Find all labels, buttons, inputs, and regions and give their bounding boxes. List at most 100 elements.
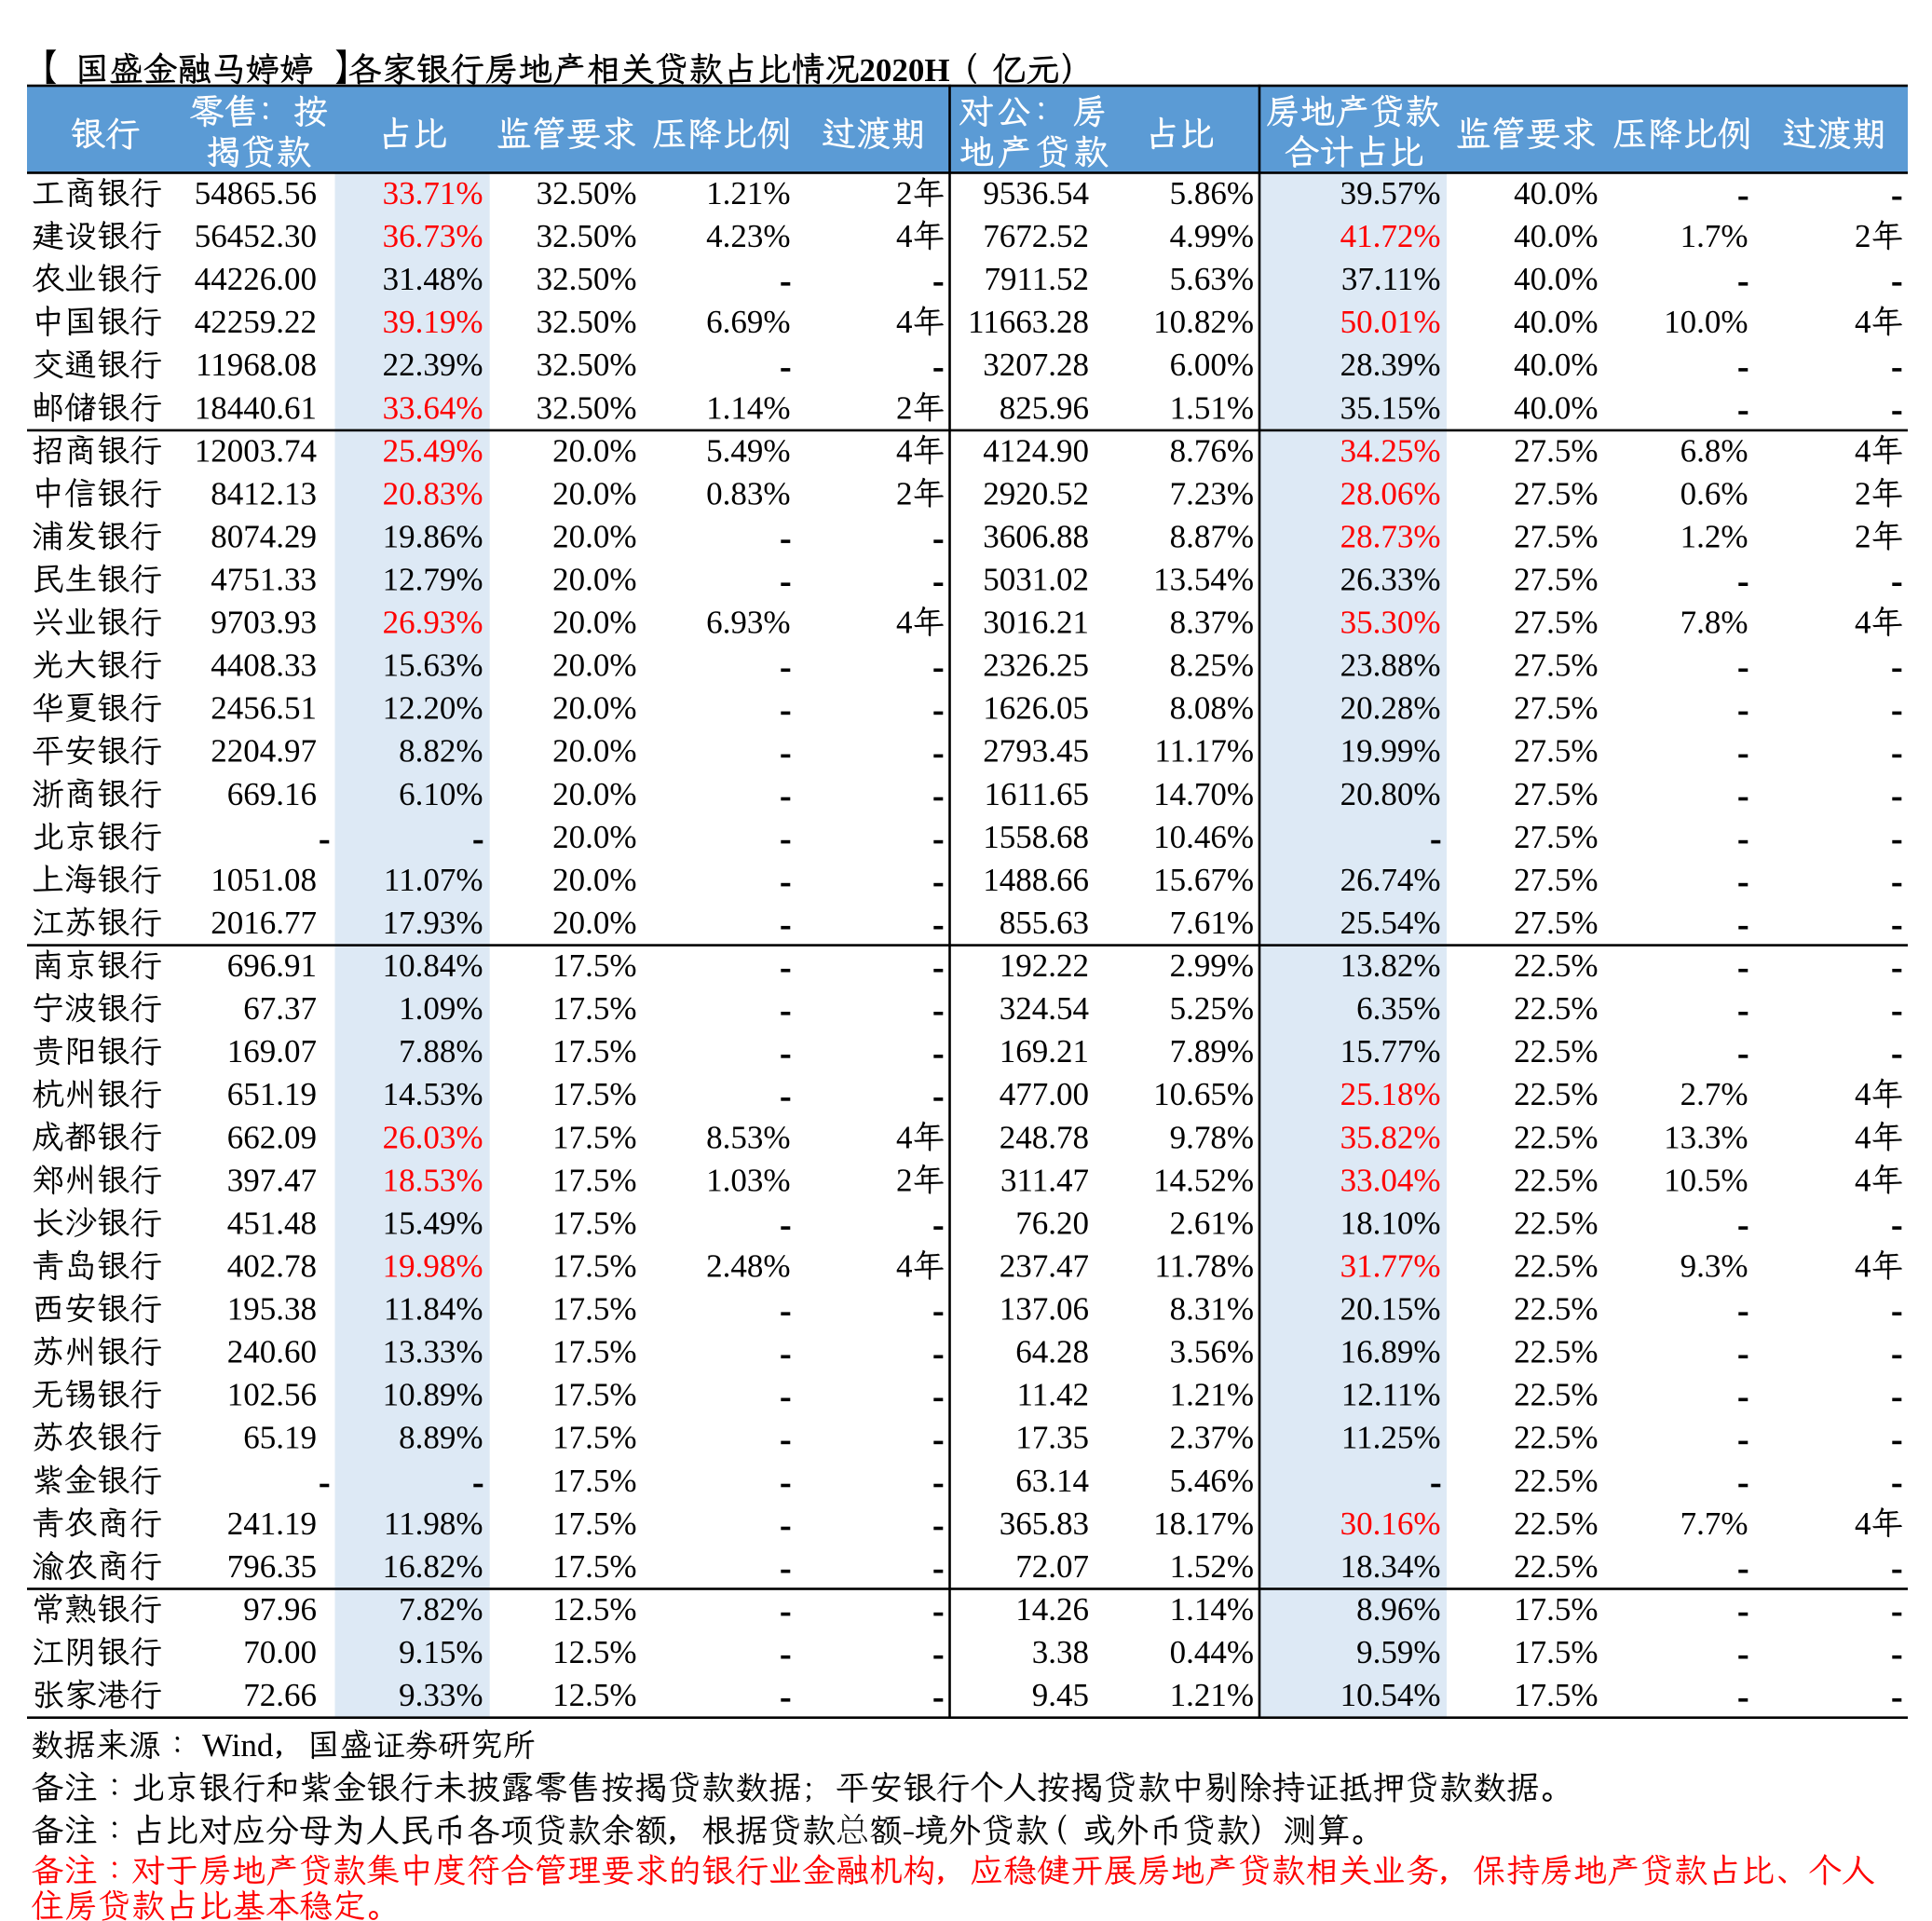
- svg-text:6.10%: 6.10%: [399, 776, 483, 812]
- svg-text:9.15%: 9.15%: [399, 1634, 483, 1670]
- svg-text:34.25%: 34.25%: [1340, 432, 1441, 469]
- svg-text:6.8%: 6.8%: [1680, 432, 1748, 469]
- svg-text:7.61%: 7.61%: [1170, 905, 1254, 941]
- svg-text:10.54%: 10.54%: [1340, 1677, 1441, 1713]
- svg-text:17.5%: 17.5%: [552, 1162, 636, 1198]
- svg-text:28.06%: 28.06%: [1340, 475, 1441, 511]
- svg-text:35.30%: 35.30%: [1340, 605, 1441, 641]
- svg-text:240.60: 240.60: [227, 1334, 317, 1370]
- svg-text:20.0%: 20.0%: [552, 819, 636, 855]
- svg-text:22.5%: 22.5%: [1514, 1119, 1598, 1155]
- svg-text:17.5%: 17.5%: [552, 1377, 636, 1413]
- svg-text:12.5%: 12.5%: [552, 1677, 636, 1713]
- svg-text:22.5%: 22.5%: [1514, 1076, 1598, 1112]
- svg-text:1051.08: 1051.08: [211, 862, 317, 898]
- svg-text:169.07: 169.07: [227, 1033, 317, 1069]
- svg-text:22.39%: 22.39%: [383, 347, 483, 383]
- svg-text:1.21%: 1.21%: [1170, 1677, 1254, 1713]
- svg-text:22.5%: 22.5%: [1514, 1505, 1598, 1542]
- svg-text:19.98%: 19.98%: [383, 1248, 483, 1285]
- svg-text:11.98%: 11.98%: [384, 1505, 483, 1542]
- svg-text:2.99%: 2.99%: [1170, 947, 1254, 984]
- svg-text:27.5%: 27.5%: [1514, 518, 1598, 554]
- svg-text:1.14%: 1.14%: [706, 389, 790, 426]
- svg-text:5.25%: 5.25%: [1170, 990, 1254, 1027]
- svg-text:4.99%: 4.99%: [1170, 218, 1254, 254]
- svg-text:8.53%: 8.53%: [706, 1119, 790, 1155]
- svg-text:22.5%: 22.5%: [1514, 1205, 1598, 1241]
- svg-text:2020H: 2020H: [859, 52, 949, 89]
- svg-text:37.11%: 37.11%: [1341, 261, 1441, 297]
- svg-text:2793.45: 2793.45: [983, 733, 1089, 770]
- svg-text:22.5%: 22.5%: [1514, 1420, 1598, 1456]
- svg-text:8.89%: 8.89%: [399, 1420, 483, 1456]
- svg-text:2: 2: [1855, 518, 1871, 554]
- svg-text:7.7%: 7.7%: [1680, 1505, 1748, 1542]
- svg-text:7.88%: 7.88%: [399, 1033, 483, 1069]
- svg-text:5.63%: 5.63%: [1170, 261, 1254, 297]
- svg-text:241.19: 241.19: [227, 1505, 317, 1542]
- svg-text:1558.68: 1558.68: [983, 819, 1089, 855]
- svg-text:8.82%: 8.82%: [399, 733, 483, 770]
- svg-text:18.10%: 18.10%: [1340, 1205, 1441, 1241]
- svg-text:7.8%: 7.8%: [1680, 605, 1748, 641]
- svg-text:12003.74: 12003.74: [195, 432, 317, 469]
- svg-text:477.00: 477.00: [1000, 1076, 1089, 1112]
- svg-text:365.83: 365.83: [1000, 1505, 1089, 1542]
- svg-text:18440.61: 18440.61: [195, 389, 317, 426]
- svg-text:50.01%: 50.01%: [1340, 304, 1441, 340]
- svg-text:4124.90: 4124.90: [983, 432, 1089, 469]
- svg-text:17.5%: 17.5%: [552, 1033, 636, 1069]
- svg-text:6.93%: 6.93%: [706, 605, 790, 641]
- svg-text:0.44%: 0.44%: [1170, 1634, 1254, 1670]
- svg-text:33.04%: 33.04%: [1340, 1162, 1441, 1198]
- svg-text:5031.02: 5031.02: [983, 562, 1089, 598]
- svg-text:4: 4: [896, 1119, 913, 1155]
- svg-text:8.25%: 8.25%: [1170, 647, 1254, 684]
- svg-text:76.20: 76.20: [1015, 1205, 1089, 1241]
- svg-text:27.5%: 27.5%: [1514, 905, 1598, 941]
- svg-text:32.50%: 32.50%: [537, 389, 637, 426]
- svg-text:825.96: 825.96: [1000, 389, 1089, 426]
- svg-text:39.57%: 39.57%: [1340, 175, 1441, 211]
- svg-text:26.74%: 26.74%: [1340, 862, 1441, 898]
- svg-text:9.78%: 9.78%: [1170, 1119, 1254, 1155]
- svg-text:65.19: 65.19: [243, 1420, 317, 1456]
- svg-text:39.19%: 39.19%: [383, 304, 483, 340]
- svg-text:22.5%: 22.5%: [1514, 1463, 1598, 1499]
- svg-text:1.14%: 1.14%: [1170, 1591, 1254, 1628]
- svg-text:8.37%: 8.37%: [1170, 605, 1254, 641]
- svg-text:17.35: 17.35: [1015, 1420, 1089, 1456]
- svg-text:4408.33: 4408.33: [211, 647, 317, 684]
- svg-text:18.17%: 18.17%: [1153, 1505, 1254, 1542]
- svg-text:32.50%: 32.50%: [537, 175, 637, 211]
- svg-text:32.50%: 32.50%: [537, 304, 637, 340]
- svg-text:15.63%: 15.63%: [383, 647, 483, 684]
- svg-text:7.23%: 7.23%: [1170, 475, 1254, 511]
- svg-text:2: 2: [1855, 475, 1871, 511]
- svg-text:651.19: 651.19: [227, 1076, 317, 1112]
- svg-text:12.20%: 12.20%: [383, 690, 483, 727]
- svg-text:20.0%: 20.0%: [552, 862, 636, 898]
- svg-text:1.7%: 1.7%: [1680, 218, 1748, 254]
- svg-text:Wind: Wind: [202, 1727, 274, 1764]
- svg-text:12.11%: 12.11%: [1341, 1377, 1441, 1413]
- svg-text:17.5%: 17.5%: [552, 1334, 636, 1370]
- svg-text:40.0%: 40.0%: [1514, 389, 1598, 426]
- svg-text:4: 4: [1855, 304, 1871, 340]
- svg-text:2: 2: [896, 175, 913, 211]
- svg-text:2016.77: 2016.77: [211, 905, 317, 941]
- svg-text:14.26: 14.26: [1015, 1591, 1089, 1628]
- svg-text:2204.97: 2204.97: [211, 733, 317, 770]
- svg-text:102.56: 102.56: [227, 1377, 317, 1413]
- svg-text:7.89%: 7.89%: [1170, 1033, 1254, 1069]
- svg-text:1611.65: 1611.65: [985, 776, 1089, 812]
- svg-text:28.73%: 28.73%: [1340, 518, 1441, 554]
- svg-text:27.5%: 27.5%: [1514, 733, 1598, 770]
- svg-text:4.23%: 4.23%: [706, 218, 790, 254]
- svg-text:662.09: 662.09: [227, 1119, 317, 1155]
- svg-text:26.33%: 26.33%: [1340, 562, 1441, 598]
- svg-text:402.78: 402.78: [227, 1248, 317, 1285]
- svg-text:20.0%: 20.0%: [552, 518, 636, 554]
- svg-text:8074.29: 8074.29: [211, 518, 317, 554]
